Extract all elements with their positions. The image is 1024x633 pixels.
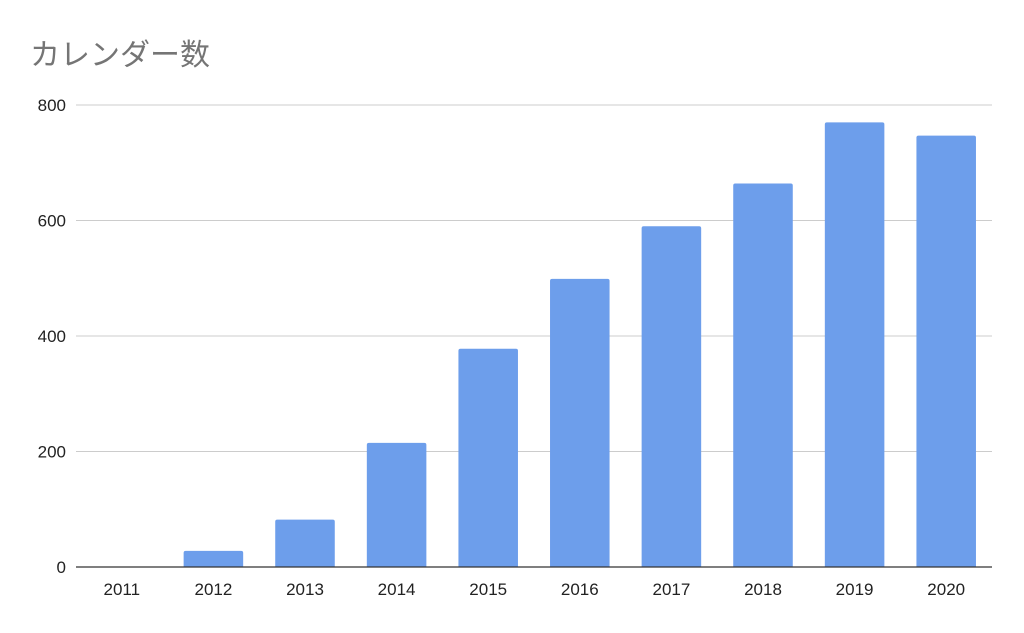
x-tick-label: 2011 (104, 580, 141, 599)
bar-2020 (916, 135, 976, 568)
x-tick-label: 2014 (378, 580, 416, 599)
bars (183, 122, 976, 568)
y-tick-label: 200 (38, 443, 66, 462)
x-tick-label: 2018 (744, 580, 782, 599)
chart-title: カレンダー数 (30, 38, 210, 73)
y-tick-label: 0 (57, 558, 66, 577)
x-tick-label: 2016 (561, 580, 599, 599)
bar-2017 (641, 226, 702, 567)
y-tick-label: 600 (38, 212, 66, 231)
x-tick-label: 2013 (286, 580, 324, 599)
x-tick-label: 2017 (652, 580, 690, 599)
bar-2016 (550, 278, 610, 567)
bar-2013 (275, 519, 335, 567)
bar-2012 (183, 550, 244, 567)
bar-2014 (366, 442, 427, 567)
x-tick-labels: 2011 2012 2013 2014 2015 2016 2017 2018 2019 2020 (104, 580, 966, 599)
y-tick-label: 800 (38, 96, 66, 115)
x-tick-label: 2012 (194, 580, 232, 599)
bar-2018 (733, 183, 793, 568)
x-tick-label: 2015 (469, 580, 507, 599)
y-tick-label: 400 (38, 327, 66, 346)
bar-2019 (824, 122, 885, 567)
bar-2015 (458, 348, 518, 567)
x-tick-label: 2019 (836, 580, 874, 599)
x-tick-label: 2020 (927, 580, 965, 599)
y-tick-labels: 0 200 400 600 800 (38, 96, 66, 577)
